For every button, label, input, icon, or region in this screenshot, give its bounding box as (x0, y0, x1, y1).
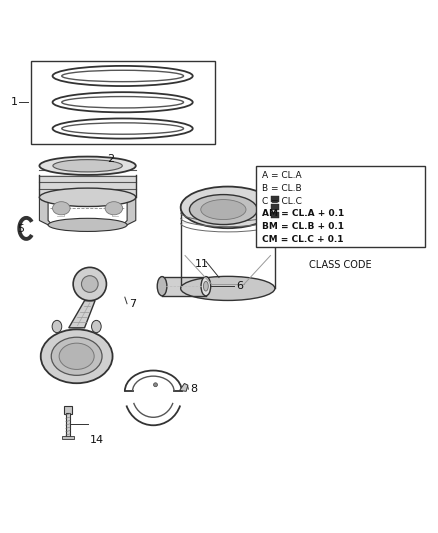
Text: 11: 11 (194, 260, 208, 269)
Text: B = CL.B: B = CL.B (262, 184, 302, 193)
Text: 1: 1 (11, 97, 18, 107)
Polygon shape (123, 197, 136, 225)
Text: 8: 8 (191, 384, 198, 394)
Ellipse shape (53, 159, 122, 172)
Ellipse shape (39, 188, 136, 206)
Ellipse shape (52, 320, 62, 333)
Ellipse shape (51, 337, 102, 375)
Ellipse shape (53, 118, 193, 139)
Ellipse shape (180, 187, 275, 228)
Polygon shape (39, 175, 136, 197)
Ellipse shape (39, 157, 136, 175)
Ellipse shape (92, 320, 101, 333)
Ellipse shape (62, 96, 184, 108)
Text: 2: 2 (107, 154, 114, 164)
Ellipse shape (157, 277, 167, 296)
Text: CM = CL.C + 0.1: CM = CL.C + 0.1 (262, 235, 344, 244)
Bar (271, 197, 279, 202)
Text: 14: 14 (90, 434, 104, 445)
Text: BM = CL.B + 0.1: BM = CL.B + 0.1 (262, 222, 344, 231)
Ellipse shape (203, 281, 208, 291)
Polygon shape (180, 383, 188, 391)
Bar (271, 212, 279, 218)
Ellipse shape (190, 195, 257, 224)
Ellipse shape (41, 329, 113, 383)
Ellipse shape (201, 199, 246, 220)
Polygon shape (69, 301, 95, 328)
Bar (64, 406, 72, 414)
Polygon shape (39, 197, 53, 225)
Bar (271, 204, 279, 210)
Ellipse shape (53, 92, 193, 112)
Bar (62, 435, 74, 439)
Bar (31, 61, 215, 144)
Bar (66, 413, 70, 437)
Text: 6: 6 (237, 281, 244, 291)
Text: AM = CL.A + 0.1: AM = CL.A + 0.1 (262, 209, 345, 219)
Ellipse shape (105, 201, 123, 215)
Text: 7: 7 (129, 298, 136, 309)
Ellipse shape (201, 277, 211, 296)
Text: A = CL.A: A = CL.A (262, 171, 302, 180)
Ellipse shape (81, 276, 98, 292)
Ellipse shape (62, 70, 184, 82)
Ellipse shape (180, 276, 275, 301)
Ellipse shape (48, 219, 127, 231)
Ellipse shape (153, 383, 158, 387)
Ellipse shape (59, 343, 94, 369)
Ellipse shape (53, 66, 193, 86)
Bar (162, 277, 206, 296)
Text: 5: 5 (18, 224, 25, 235)
Ellipse shape (53, 201, 70, 215)
Bar (256, 166, 425, 247)
Ellipse shape (62, 123, 184, 134)
Text: CLASS CODE: CLASS CODE (309, 260, 372, 270)
Text: C = CL.C: C = CL.C (262, 197, 302, 206)
Ellipse shape (73, 268, 106, 301)
